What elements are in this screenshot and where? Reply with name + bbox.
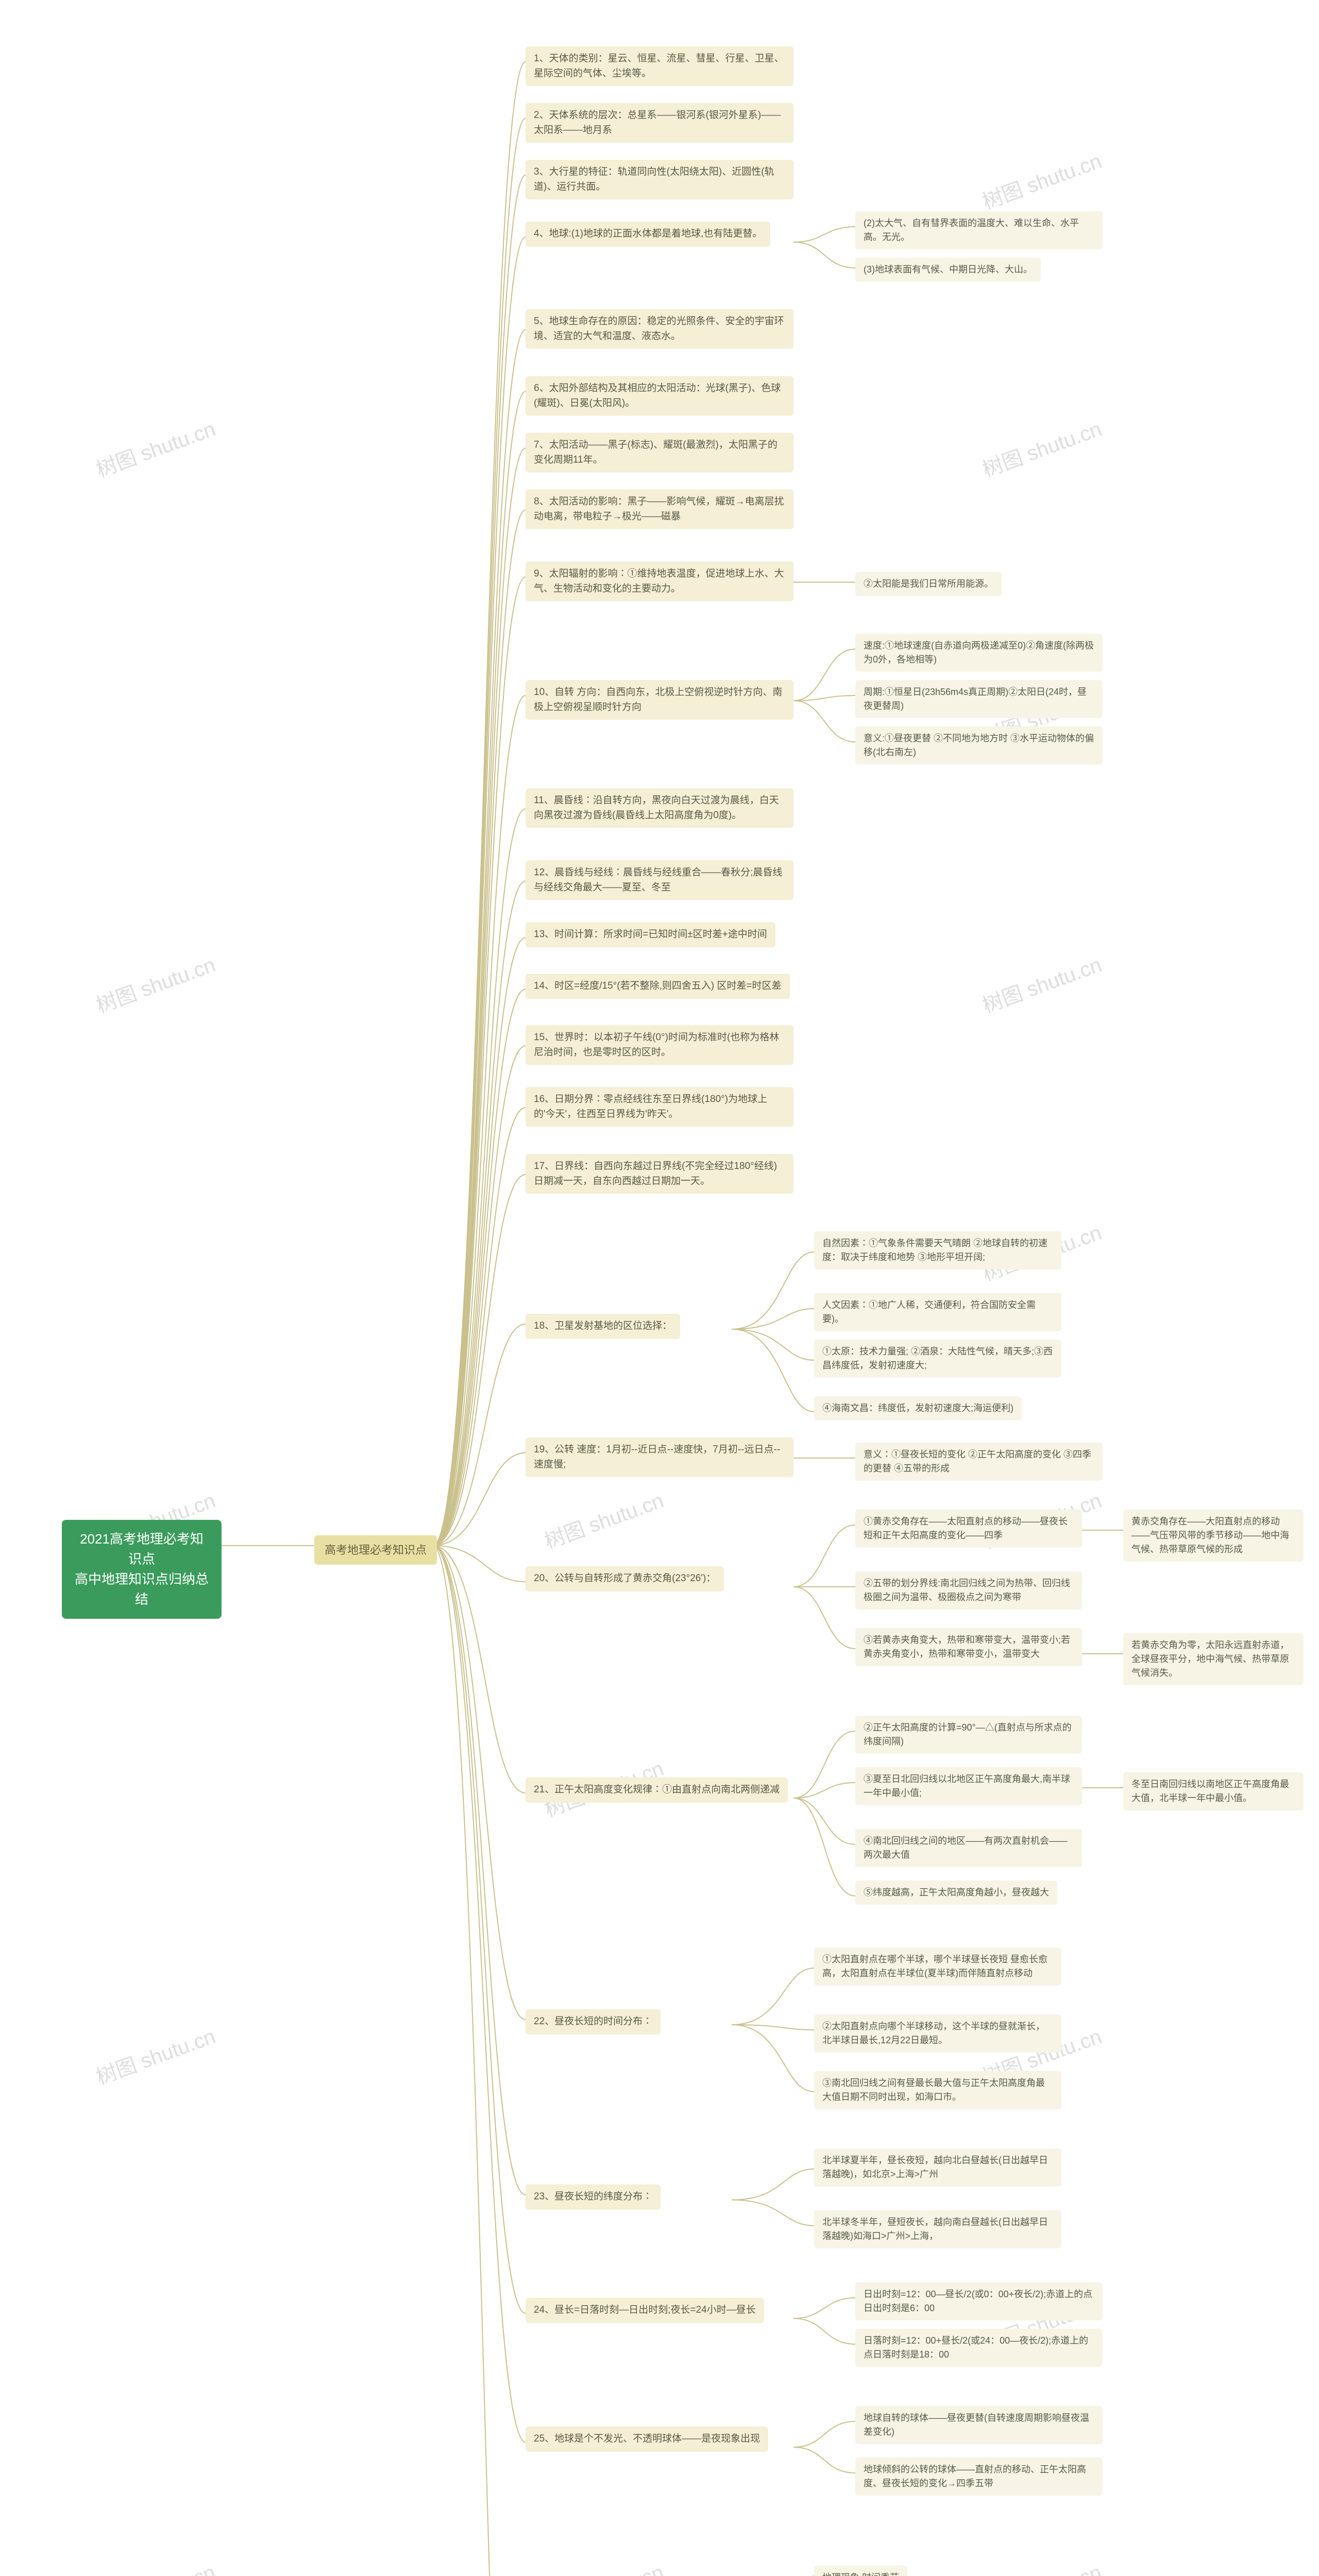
subleaf-node[interactable]: ①太原：技术力量强; ②酒泉：大陆性气候，晴天多;③西昌纬度低，发射初速度大;: [814, 1340, 1061, 1378]
subleaf-node[interactable]: 冬至日南回归线以南地区正午高度角最大值，北半球一年中最小值。: [1123, 1772, 1304, 1810]
subleaf-node[interactable]: ④海南文昌：纬度低，发射初速度大;海运便利): [814, 1396, 1022, 1420]
leaf-node[interactable]: 15、世界时：以本初子午线(0°)时间为标准时(也称为格林尼治时间，也是零时区的…: [526, 1025, 793, 1065]
root-title-line2: 高中地理知识点归纳总结: [74, 1569, 209, 1609]
topic-node[interactable]: 高考地理必考知识点: [314, 1535, 437, 1565]
subleaf-node[interactable]: 若黄赤交角为零，太阳永远直射赤道，全球昼夜平分，地中海气候、热带草原气候消失。: [1123, 1633, 1304, 1685]
subleaf-node[interactable]: ②正午太阳高度的计算=90°—△(直射点与所求点的纬度间隔): [855, 1716, 1082, 1754]
leaf-node[interactable]: 21、正午太阳高度变化规律∶①由直射点向南北两侧递减: [526, 1777, 788, 1803]
subleaf-node[interactable]: ①黄赤交角存在——太阳直射点的移动——昼夜长短和正午太阳高度的变化——四季: [855, 1510, 1082, 1548]
leaf-node[interactable]: 24、昼长=日落时刻—日出时刻;夜长=24小时—昼长: [526, 2298, 764, 2323]
subleaf-node[interactable]: ②太阳能是我们日常所用能源。: [855, 572, 1002, 596]
leaf-node[interactable]: 20、公转与自转形成了黄赤交角(23°26')：: [526, 1566, 724, 1591]
leaf-node[interactable]: 12、晨昏线与经线∶晨昏线与经线重合——春秋分;晨昏线与经线交角最大——夏至、冬…: [526, 860, 793, 900]
leaf-node[interactable]: 18、卫星发射基地的区位选择：: [526, 1314, 680, 1339]
subleaf-node[interactable]: ④南北回归线之间的地区——有两次直射机会——两次最大值: [855, 1829, 1082, 1867]
leaf-node[interactable]: 1、天体的类别：星云、恒星、流星、彗星、行星、卫星、星际空间的气体、尘埃等。: [526, 46, 793, 86]
subleaf-node[interactable]: 地球倾斜的公转的球体——直射点的移动、正午太阳高度、昼夜长短的变化→四季五带: [855, 2458, 1103, 2496]
leaf-node[interactable]: 17、日界线：自西向东越过日界线(不完全经过180°经线)日期减一天，自东向西越…: [526, 1154, 793, 1194]
watermark: 树图 shutu.cn: [977, 2555, 1105, 2576]
subleaf-node[interactable]: 意义:①昼夜更替 ②不同地为地方时 ③水平运动物体的偏移(北右南左): [855, 726, 1103, 765]
subleaf-node[interactable]: 速度:①地球速度(自赤道向两极递减至0)②角速度(除两极为0外，各地相等): [855, 634, 1103, 672]
watermark: 树图 shutu.cn: [91, 948, 219, 1019]
leaf-node[interactable]: 14、时区=经度/15°(若不整除,则四舍五入) 区时差=时区差: [526, 974, 790, 999]
watermark: 树图 shutu.cn: [539, 1484, 667, 1554]
leaf-node[interactable]: 11、晨昏线∶沿自转方向，黑夜向白天过渡为晨线，白天向黑夜过渡为昏线(晨昏线上太…: [526, 788, 793, 828]
mindmap-canvas: 树图 shutu.cn 树图 shutu.cn 树图 shutu.cn 树图 s…: [0, 0, 1319, 2576]
watermark: 树图 shutu.cn: [91, 412, 219, 483]
leaf-node[interactable]: 9、太阳辐射的影响∶①维持地表温度，促进地球上水、大气、生物活动和变化的主要动力…: [526, 562, 793, 601]
subleaf-node[interactable]: (2)太大气、自有彗界表面的温度大、难以生命、水平高。无光。: [855, 211, 1103, 249]
subleaf-node[interactable]: 黄赤交角存在——大阳直射点的移动——气压带风带的季节移动——地中海气候、热带草原…: [1123, 1510, 1304, 1562]
leaf-node[interactable]: 4、地球:(1)地球的正面水体都是着地球,也有陆更替。: [526, 222, 770, 247]
subleaf-node[interactable]: (3)地球表面有气候、中期日光降、大山。: [855, 258, 1041, 282]
subleaf-node[interactable]: ②太阳直射点向哪个半球移动，这个半球的昼就渐长，北半球日最长,12月22日最短。: [814, 2014, 1061, 2053]
watermark: 树图 shutu.cn: [91, 2555, 219, 2576]
subleaf-node[interactable]: 人文因素∶①地广人稀，交通便利，符合国防安全需要)。: [814, 1293, 1061, 1331]
subleaf-node[interactable]: 自然因素∶①气象条件需要天气晴朗 ②地球自转的初速度：取决于纬度和地势 ③地形平…: [814, 1231, 1061, 1269]
leaf-node[interactable]: 3、大行星的特征：轨道同向性(太阳绕太阳)、近圆性(轨道)、运行共面。: [526, 160, 793, 199]
subleaf-node[interactable]: ⑤纬度越高，正午太阳高度角越小，昼夜越大: [855, 1880, 1057, 1905]
leaf-node[interactable]: 8、太阳活动的影响：黑子——影响气候，耀斑→电离层扰动电离，带电粒子→极光——磁…: [526, 489, 793, 529]
watermark: 树图 shutu.cn: [977, 412, 1105, 483]
subleaf-node[interactable]: 北半球冬半年，昼短夜长，越向南白昼越长(日出越早日落越晚)如海口>广州>上海，: [814, 2210, 1061, 2248]
leaf-node[interactable]: 2、天体系统的层次：总星系——银河系(银河外星系)——太阳系——地月系: [526, 103, 793, 143]
watermark: 树图 shutu.cn: [539, 2555, 667, 2576]
leaf-node[interactable]: 6、太阳外部结构及其相应的太阳活动：光球(黑子)、色球(耀斑)、日冕(太阳风)。: [526, 376, 793, 416]
leaf-node[interactable]: 13、时间计算：所求时间=已知时间±区时差+途中时间: [526, 922, 775, 947]
root-node[interactable]: 2021高考地理必考知识点 高中地理知识点归纳总结: [62, 1520, 222, 1619]
leaf-node[interactable]: 16、日期分界∶零点经线往东至日界线(180°)为地球上的'今天'，往西至日界线…: [526, 1087, 793, 1127]
watermark: 树图 shutu.cn: [977, 144, 1105, 215]
watermark: 树图 shutu.cn: [977, 948, 1105, 1019]
subleaf-node[interactable]: ③夏至日北回归线以北地区正午高度角最大,南半球一年中最小值;: [855, 1767, 1082, 1805]
subleaf-node[interactable]: 地球自转的球体——昼夜更替(自转速度周期影响昼夜温差变化): [855, 2406, 1103, 2444]
leaf-node[interactable]: 23、昼夜长短的纬度分布∶: [526, 2184, 661, 2210]
subleaf-node[interactable]: ③若黄赤夹角变大，热带和寒带变大，温带变小;若黄赤夹角变小，热带和寒带变小，温带…: [855, 1628, 1082, 1666]
subleaf-node[interactable]: 北半球夏半年，昼长夜短，越向北白昼越长(日出越早日落越晚)，如北京>上海>广州: [814, 2148, 1061, 2187]
subleaf-node[interactable]: 日落时刻=12：00+昼长/2(或24：00—夜长/2);赤道上的点日落时刻是1…: [855, 2329, 1103, 2367]
subleaf-node[interactable]: ②五带的划分界线:南北回归线之间为热带、回归线极圈之间为温带、极圈极点之间为寒带: [855, 1571, 1082, 1609]
subleaf-node[interactable]: ③南北回归线之间有昼最长最大值与正午太阳高度角最大值日期不同时出现，如海口市。: [814, 2071, 1061, 2109]
leaf-node[interactable]: 19、公转 速度：1月初--近日点--速度快，7月初--远日点--速度慢;: [526, 1437, 793, 1477]
subleaf-node[interactable]: 意义∶①昼夜长短的变化 ②正午太阳高度的变化 ③四季的更替 ④五带的形成: [855, 1443, 1103, 1481]
watermark: 树图 shutu.cn: [91, 2020, 219, 2090]
leaf-node[interactable]: 25、地球是个不发光、不透明球体——是夜现象出现: [526, 2427, 768, 2452]
leaf-node[interactable]: 7、太阳活动——黑子(标志)、耀斑(最激烈)，太阳黑子的变化周期11年。: [526, 433, 793, 472]
leaf-node[interactable]: 5、地球生命存在的原因：稳定的光照条件、安全的宇宙环境、适宜的大气和温度、液态水…: [526, 309, 793, 349]
subleaf-node[interactable]: ①太阳直射点在哪个半球，哪个半球昼长夜短 昼愈长愈高，太阳直射点在半球位(夏半球…: [814, 1947, 1061, 1986]
leaf-node[interactable]: 22、昼夜长短的时间分布∶: [526, 2009, 661, 2035]
root-title-line1: 2021高考地理必考知识点: [74, 1529, 209, 1569]
subleaf-node[interactable]: 地理现象 时间季节: [814, 2566, 907, 2576]
leaf-node[interactable]: 10、自转 方向：自西向东，北极上空俯视逆时针方向、南极上空俯视呈顺时针方向: [526, 680, 793, 720]
subleaf-node[interactable]: 日出时刻=12：00—昼长/2(或0：00+夜长/2);赤道上的点日出时刻是6：…: [855, 2282, 1103, 2320]
subleaf-node[interactable]: 周期:①恒星日(23h56m4s真正周期)②太阳日(24时，昼夜更替周): [855, 680, 1103, 718]
